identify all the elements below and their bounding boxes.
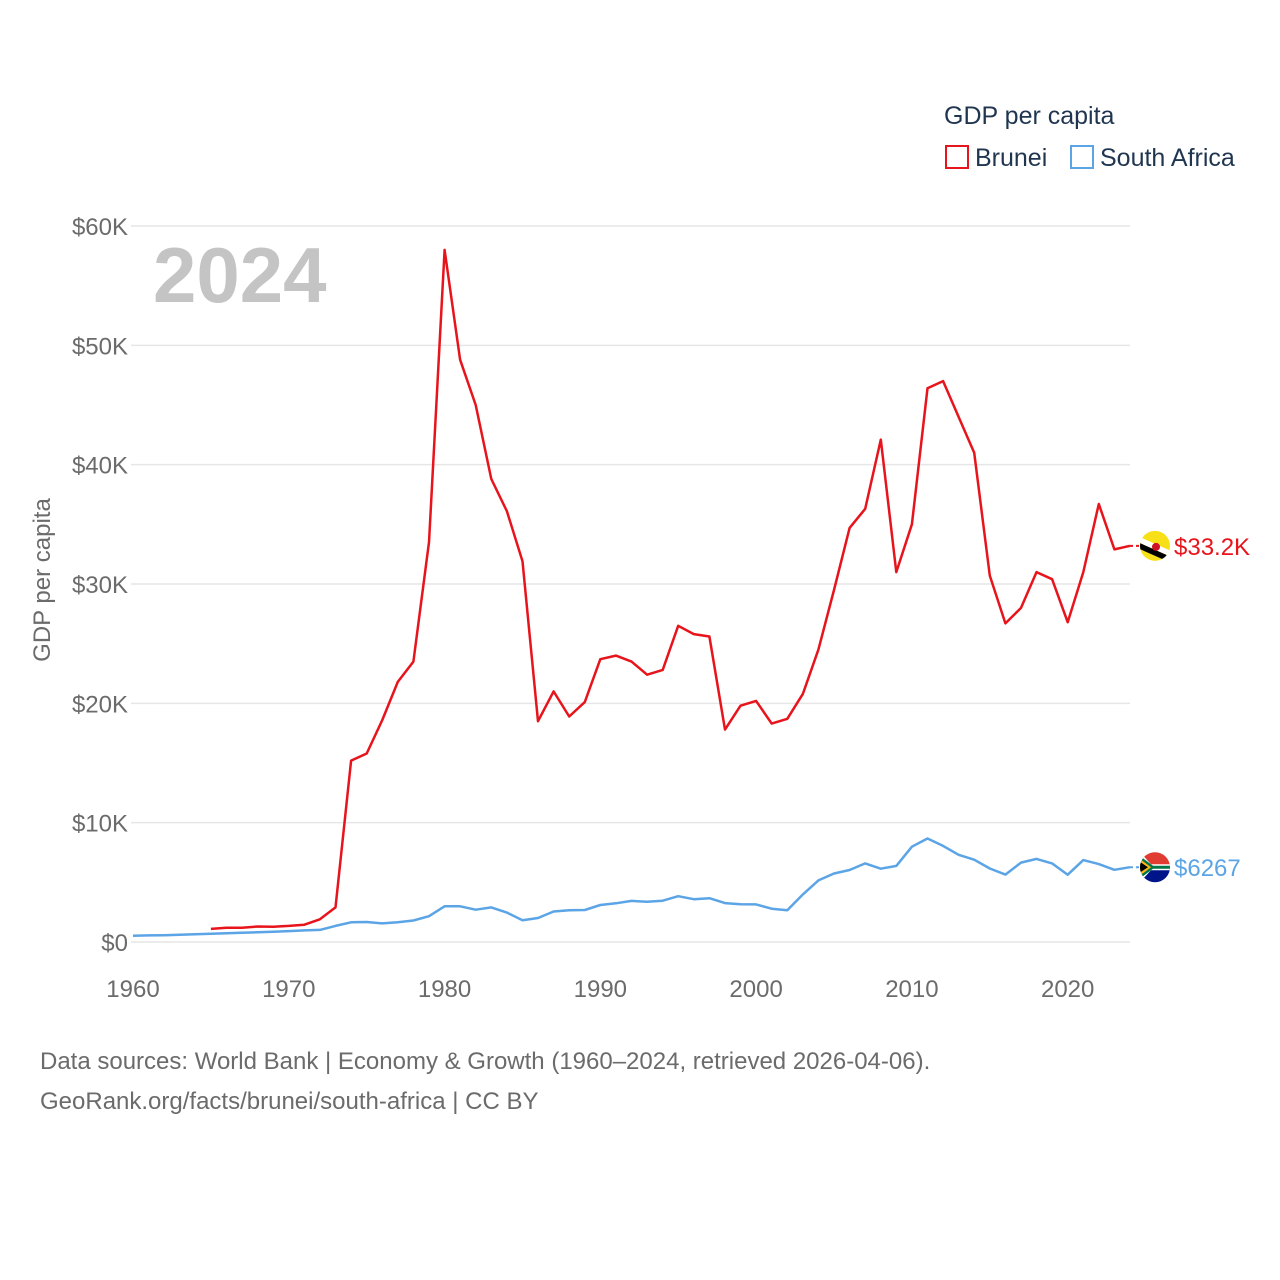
x-tick-label: 1970 <box>262 976 315 1003</box>
legend-label-brunei[interactable]: Brunei <box>975 144 1047 172</box>
footer: Data sources: World Bank | Economy & Gro… <box>40 1042 1240 1122</box>
legend: GDP per capita Brunei South Africa <box>944 102 1235 172</box>
y-axis-ticks: $0 $10K $20K $30K $40K $50K $60K <box>72 214 128 957</box>
y-tick-label: $0 <box>101 930 128 957</box>
legend-swatch-brunei[interactable] <box>945 145 969 169</box>
legend-title: GDP per capita <box>944 102 1115 130</box>
x-tick-label: 1960 <box>106 976 159 1003</box>
end-value-label-brunei: $33.2K <box>1174 534 1250 561</box>
series-lines <box>132 248 1131 937</box>
y-tick-label: $40K <box>72 453 128 480</box>
series-line-south-africa[interactable] <box>132 837 1131 937</box>
x-tick-label: 2020 <box>1041 976 1094 1003</box>
x-axis-ticks: 1960 1970 1980 1990 2000 2010 2020 <box>106 976 1094 1003</box>
x-tick-label: 2000 <box>729 976 782 1003</box>
y-tick-label: $20K <box>72 691 128 718</box>
year-watermark: 2024 <box>153 231 327 319</box>
legend-label-south-africa[interactable]: South Africa <box>1100 144 1235 172</box>
source-link[interactable]: GeoRank.org/facts/brunei/south-africa | … <box>40 1088 539 1115</box>
x-tick-label: 1990 <box>574 976 627 1003</box>
x-tick-label: 1980 <box>418 976 471 1003</box>
x-tick-label: 2010 <box>885 976 938 1003</box>
y-tick-label: $60K <box>72 214 128 241</box>
y-tick-label: $50K <box>72 333 128 360</box>
y-tick-label: $30K <box>72 572 128 599</box>
grid-lines <box>131 225 1130 943</box>
series-line-brunei[interactable] <box>210 248 1131 931</box>
end-value-label-south-africa: $6267 <box>1174 855 1241 882</box>
brunei-flag-icon <box>1140 530 1170 561</box>
y-tick-label: $10K <box>72 811 128 838</box>
y-axis-label: GDP per capita <box>29 498 56 662</box>
end-markers: $33.2K $6267 <box>1130 530 1250 883</box>
legend-swatch-south-africa[interactable] <box>1070 145 1094 169</box>
data-sources-text: Data sources: World Bank | Economy & Gro… <box>40 1048 931 1075</box>
south-africa-flag-icon <box>1140 852 1170 883</box>
